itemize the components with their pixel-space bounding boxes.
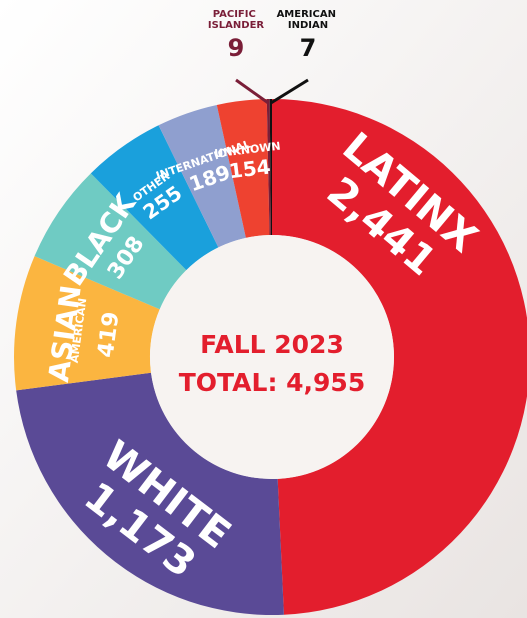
value-label: 154 xyxy=(228,154,272,183)
value-label: 7 xyxy=(300,34,317,62)
chart: FALL 2023 TOTAL: 4,955 LATINX2,441WHITE1… xyxy=(0,0,527,618)
center-title: FALL 2023 xyxy=(200,330,344,359)
value-label: 9 xyxy=(228,34,245,62)
category-label: PACIFIC ISLANDER xyxy=(208,9,265,31)
center-subtitle: TOTAL: 4,955 xyxy=(179,368,365,397)
